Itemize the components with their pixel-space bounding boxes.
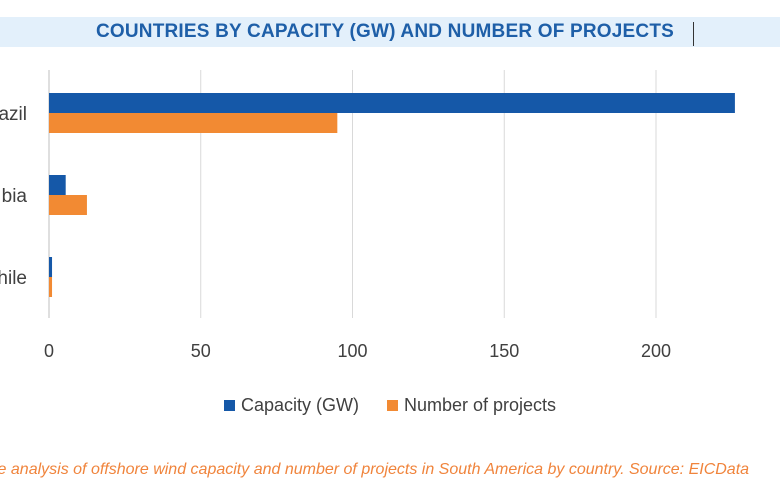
x-tick-label: 0 [44,341,54,361]
category-label-brazil: azil [0,104,27,125]
category-label-chile: hile [0,268,27,289]
legend-label-projects: Number of projects [403,395,557,415]
x-tick-label: 50 [191,341,211,361]
axis-labels: 0 50 100 150 200 azil bia hile [0,104,671,361]
legend-label-capacity: Capacity (GW) [240,395,359,415]
category-label-colombia: bia [2,186,28,207]
text-cursor [693,22,694,46]
x-tick-label: 150 [489,341,519,361]
bar-chile-capacity [49,257,53,277]
bar-brazil-capacity [49,93,735,113]
legend-item-projects: Number of projects [386,395,557,416]
x-tick-label: 100 [337,341,367,361]
bar-brazil-projects [49,113,338,133]
chart-title: COUNTRIES BY CAPACITY (GW) AND NUMBER OF… [95,21,675,42]
caption-text: ive analysis of offshore wind capacity a… [0,461,750,478]
bar-chile-projects [49,277,53,297]
bars [49,93,735,297]
legend-swatch-projects [386,400,398,411]
caption: ive analysis of offshore wind capacity a… [0,461,780,479]
x-tick-label: 200 [641,341,671,361]
legend: Capacity (GW) Number of projects [0,395,780,416]
legend-item-capacity: Capacity (GW) [223,395,359,416]
bar-chart: 0 50 100 150 200 azil bia hile [0,70,735,361]
title-band [0,17,780,47]
legend-swatch-capacity [223,400,235,411]
bar-colombia-projects [49,195,87,215]
bar-colombia-capacity [49,175,66,195]
